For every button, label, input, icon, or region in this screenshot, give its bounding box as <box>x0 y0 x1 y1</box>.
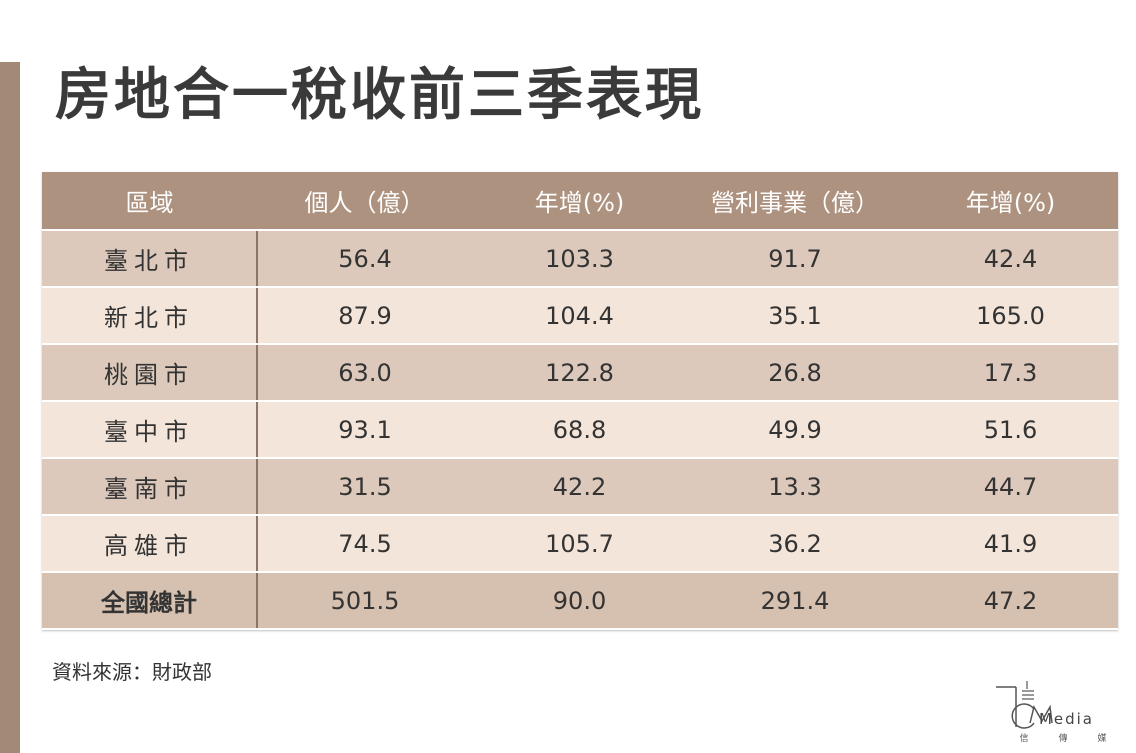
value-cell: 74.5 <box>257 515 472 573</box>
value-cell: 103.3 <box>472 230 687 288</box>
region-cell: 臺北市 <box>42 230 258 288</box>
value-cell: 42.2 <box>472 458 687 516</box>
total-value-cell: 291.4 <box>687 572 903 630</box>
total-label-cell: 全國總計 <box>42 572 258 630</box>
source-note: 資料來源：財政部 <box>52 660 212 684</box>
tax-table-container: 區域 個人（億） 年增(%) 營利事業（億） 年增(%) 臺北市 56.4 10… <box>42 172 1118 630</box>
table-row: 桃園市 63.0 122.8 26.8 17.3 <box>42 344 1118 402</box>
value-cell: 17.3 <box>903 344 1118 402</box>
table-row: 高雄市 74.5 105.7 36.2 41.9 <box>42 515 1118 573</box>
logo-mark-icon: Media 信 傳 媒 <box>996 681 1107 744</box>
header-region: 區域 <box>42 172 257 231</box>
tax-table: 區域 個人（億） 年增(%) 營利事業（億） 年增(%) 臺北市 56.4 10… <box>42 172 1118 630</box>
table-row: 新北市 87.9 104.4 35.1 165.0 <box>42 287 1118 345</box>
value-cell: 104.4 <box>472 287 687 345</box>
table-header-row: 區域 個人（億） 年增(%) 營利事業（億） 年增(%) <box>42 172 1118 231</box>
total-value-cell: 501.5 <box>257 572 472 630</box>
header-individual-growth: 年增(%) <box>472 172 687 231</box>
value-cell: 56.4 <box>257 230 472 288</box>
logo-wordmark: Media <box>1039 710 1094 728</box>
value-cell: 93.1 <box>257 401 472 459</box>
value-cell: 44.7 <box>903 458 1118 516</box>
region-cell: 高雄市 <box>42 515 258 573</box>
value-cell: 122.8 <box>472 344 687 402</box>
region-cell: 新北市 <box>42 287 258 345</box>
header-business-growth: 年增(%) <box>903 172 1118 231</box>
page-title: 房地合一稅收前三季表現 <box>55 63 704 128</box>
value-cell: 42.4 <box>903 230 1118 288</box>
value-cell: 87.9 <box>257 287 472 345</box>
value-cell: 35.1 <box>687 287 903 345</box>
value-cell: 41.9 <box>903 515 1118 573</box>
value-cell: 31.5 <box>257 458 472 516</box>
logo-subtitle-3: 媒 <box>1097 733 1106 744</box>
header-business: 營利事業（億） <box>687 172 903 231</box>
value-cell: 68.8 <box>472 401 687 459</box>
logo-subtitle-1: 信 <box>1019 732 1028 744</box>
value-cell: 26.8 <box>687 344 903 402</box>
media-logo: Media 信 傳 媒 <box>994 679 1119 745</box>
value-cell: 51.6 <box>903 401 1118 459</box>
header-individual: 個人（億） <box>257 172 472 231</box>
value-cell: 36.2 <box>687 515 903 573</box>
value-cell: 13.3 <box>687 458 903 516</box>
accent-bar <box>0 62 20 753</box>
total-value-cell: 47.2 <box>903 572 1118 630</box>
region-cell: 桃園市 <box>42 344 258 402</box>
table-row: 臺中市 93.1 68.8 49.9 51.6 <box>42 401 1118 459</box>
region-cell: 臺中市 <box>42 401 258 459</box>
table-row: 臺南市 31.5 42.2 13.3 44.7 <box>42 458 1118 516</box>
logo-subtitle-2: 傳 <box>1058 732 1067 744</box>
total-row: 全國總計 501.5 90.0 291.4 47.2 <box>42 572 1118 630</box>
value-cell: 105.7 <box>472 515 687 573</box>
value-cell: 165.0 <box>903 287 1118 345</box>
value-cell: 63.0 <box>257 344 472 402</box>
total-value-cell: 90.0 <box>472 572 687 630</box>
table-row: 臺北市 56.4 103.3 91.7 42.4 <box>42 230 1118 288</box>
region-cell: 臺南市 <box>42 458 258 516</box>
value-cell: 91.7 <box>687 230 903 288</box>
value-cell: 49.9 <box>687 401 903 459</box>
